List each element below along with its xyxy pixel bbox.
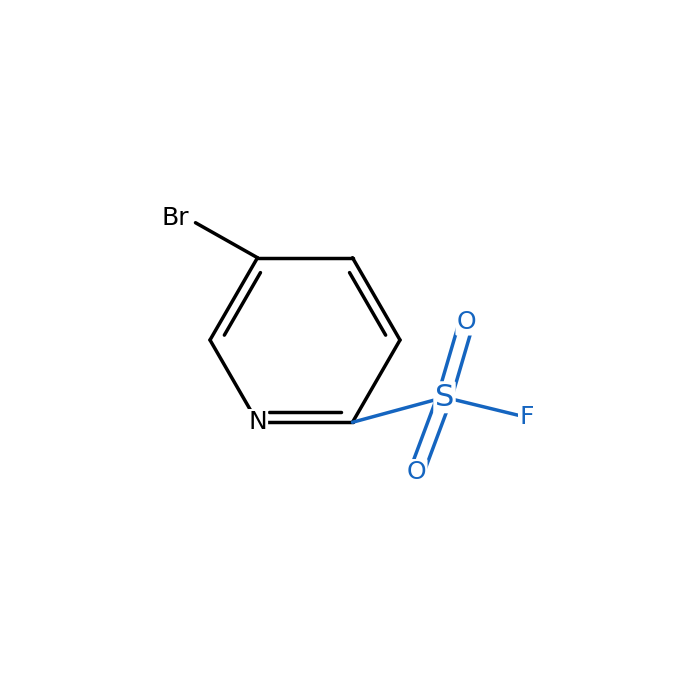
Text: Br: Br [162,206,189,230]
Text: S: S [435,383,454,412]
Text: O: O [407,460,426,484]
Text: O: O [457,310,476,335]
Text: F: F [520,405,534,429]
Text: N: N [248,410,267,435]
